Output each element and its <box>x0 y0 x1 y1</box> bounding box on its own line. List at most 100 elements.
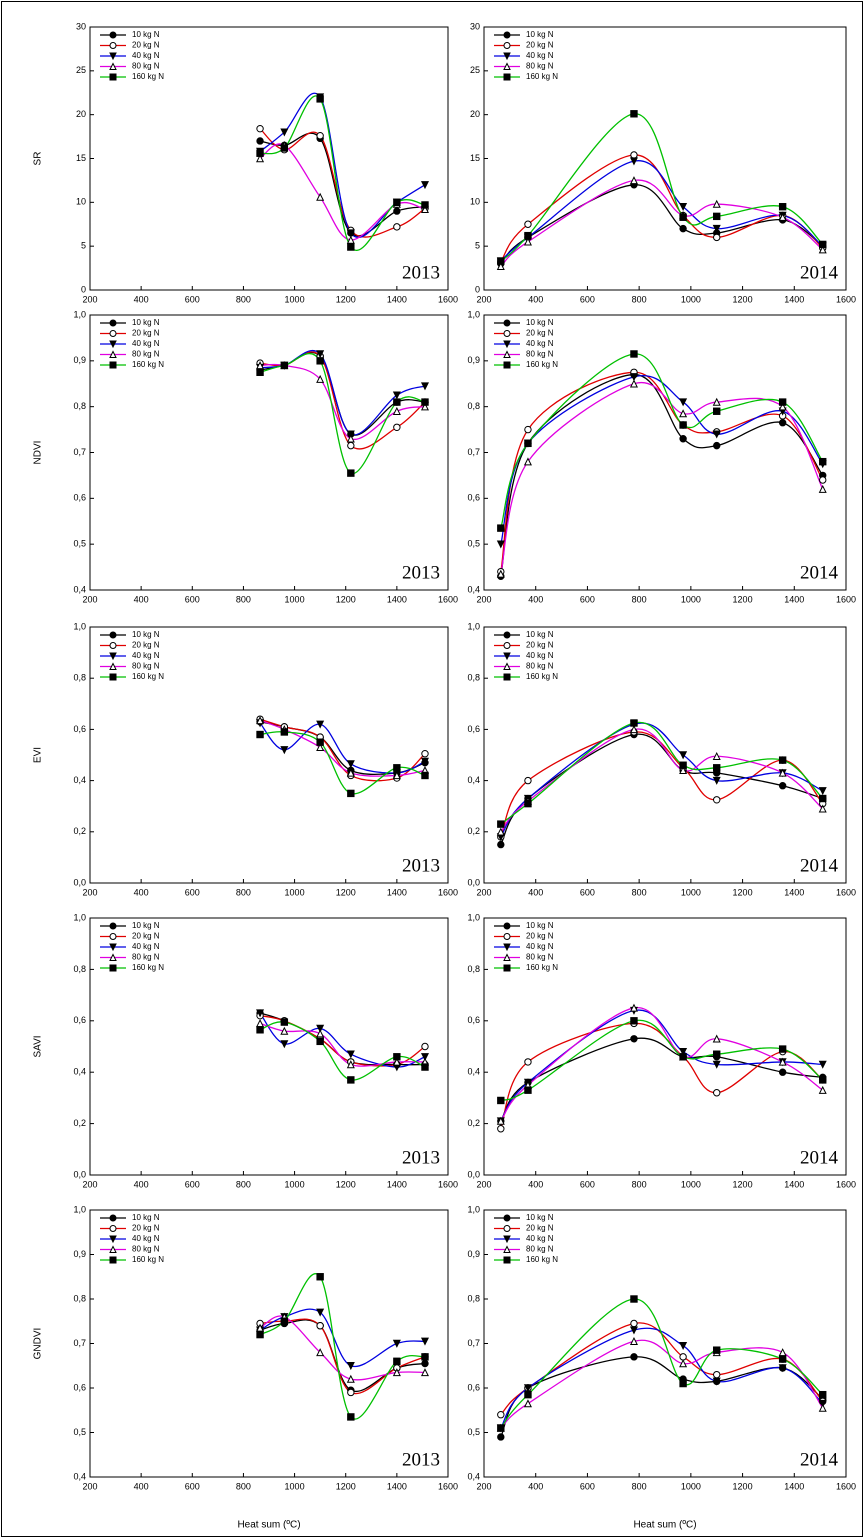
marker <box>316 132 324 140</box>
marker <box>679 213 687 221</box>
marker <box>712 1034 721 1043</box>
series-line <box>259 1273 426 1420</box>
marker <box>679 751 688 760</box>
legend-marker <box>503 673 511 681</box>
x-tick-label: 1000 <box>285 294 305 304</box>
marker <box>316 720 325 729</box>
x-tick-label: 600 <box>185 294 200 304</box>
legend-marker <box>503 361 511 369</box>
marker <box>524 1086 532 1094</box>
year-annotation: 2013 <box>402 1147 440 1168</box>
legend-marker <box>109 330 117 337</box>
marker <box>713 441 721 450</box>
panel: 0,4 0,5 0,6 0,7 0,8 0,9 1,0 200 400 600 800 1000 120… <box>467 309 856 604</box>
y-tick-label: 25 <box>470 65 480 75</box>
legend-label: 20 kg N <box>132 41 160 50</box>
marker <box>393 207 401 215</box>
legend-marker <box>503 62 511 70</box>
marker <box>497 1411 505 1419</box>
x-tick-label: 1000 <box>681 1179 701 1189</box>
marker <box>524 425 532 434</box>
y-tick-label: 1,0 <box>467 912 480 922</box>
marker <box>524 220 532 228</box>
marker <box>679 1379 687 1388</box>
x-tick-label: 600 <box>580 294 595 304</box>
x-tick-label: 200 <box>476 887 491 897</box>
marker <box>497 257 505 265</box>
marker <box>421 1042 429 1051</box>
legend-label: 20 kg N <box>132 932 160 941</box>
x-tick-label: 400 <box>134 594 149 604</box>
y-tick-label: 0,6 <box>467 724 480 734</box>
x-tick-label: 400 <box>528 294 543 304</box>
marker <box>347 243 355 251</box>
legend-label: 40 kg N <box>132 1234 160 1243</box>
marker <box>347 1413 355 1421</box>
marker <box>629 1336 638 1345</box>
x-tick-label: 1400 <box>784 294 804 304</box>
marker <box>497 1424 505 1432</box>
marker <box>256 716 265 725</box>
y-tick-label: 5 <box>81 241 86 251</box>
marker <box>496 827 505 836</box>
y-tick-label: 0,8 <box>467 964 480 974</box>
marker <box>497 524 505 532</box>
year-annotation: 2014 <box>800 562 839 583</box>
x-tick-label: 400 <box>134 1481 149 1491</box>
marker <box>496 262 505 271</box>
x-tick-label: 1000 <box>681 1481 701 1491</box>
x-tick-label: 200 <box>476 1481 491 1491</box>
y-tick-label: 10 <box>76 197 86 207</box>
x-tick-label: 1200 <box>733 1179 753 1189</box>
legend-marker <box>109 943 117 952</box>
x-tick-label: 400 <box>134 887 149 897</box>
marker <box>778 768 787 777</box>
marker <box>393 1053 401 1061</box>
x-tick-label: 1600 <box>438 1481 458 1491</box>
x-tick-label: 1200 <box>733 887 753 897</box>
marker <box>420 382 429 391</box>
marker <box>421 1359 429 1368</box>
panel: 0,0 0,2 0,4 0,6 0,8 1,0 200 400 600 800 1000 1200 14… <box>33 621 458 897</box>
marker <box>679 398 688 407</box>
y-tick-label: 0,4 <box>467 775 480 785</box>
legend-label: 160 kg N <box>526 360 558 369</box>
y-tick-label: 0,7 <box>73 1338 86 1348</box>
legend-label: 10 kg N <box>526 630 554 639</box>
marker <box>347 1388 355 1397</box>
y-tick-label: 0,2 <box>73 826 86 836</box>
marker <box>392 391 401 400</box>
marker <box>818 1060 827 1069</box>
y-tick-label: 0,9 <box>467 1249 480 1259</box>
marker <box>280 128 289 137</box>
marker <box>497 820 505 828</box>
marker <box>712 397 721 406</box>
marker <box>420 1368 429 1377</box>
legend-marker <box>503 922 511 930</box>
legend-marker <box>109 652 117 661</box>
x-tick-label: 1200 <box>336 887 356 897</box>
y-tick-label: 0 <box>81 284 86 294</box>
marker <box>679 1047 688 1056</box>
legend-label: 80 kg N <box>526 662 554 671</box>
x-tick-label: 1000 <box>285 887 305 897</box>
x-axis-label: Heat sum (ºC) <box>237 1520 300 1531</box>
legend-marker <box>503 340 511 349</box>
y-tick-label: 0,8 <box>467 1293 480 1303</box>
marker <box>712 199 721 208</box>
x-tick-label: 1400 <box>784 887 804 897</box>
legend-marker <box>109 642 117 649</box>
marker <box>346 430 355 439</box>
y-tick-label: 0,4 <box>73 584 86 594</box>
legend-label: 10 kg N <box>526 921 554 930</box>
marker <box>778 1057 787 1066</box>
panel: 0,4 0,5 0,6 0,7 0,8 0,9 1,0 200 400 600 800 1000 120… <box>33 309 458 604</box>
marker <box>713 1370 721 1379</box>
y-axis-label: EVI <box>33 747 44 763</box>
legend-marker <box>109 340 117 349</box>
legend-marker <box>109 1225 117 1232</box>
legend-label: 160 kg N <box>132 360 164 369</box>
marker <box>256 149 264 157</box>
y-tick-label: 0,0 <box>467 1169 480 1179</box>
marker <box>393 423 401 431</box>
